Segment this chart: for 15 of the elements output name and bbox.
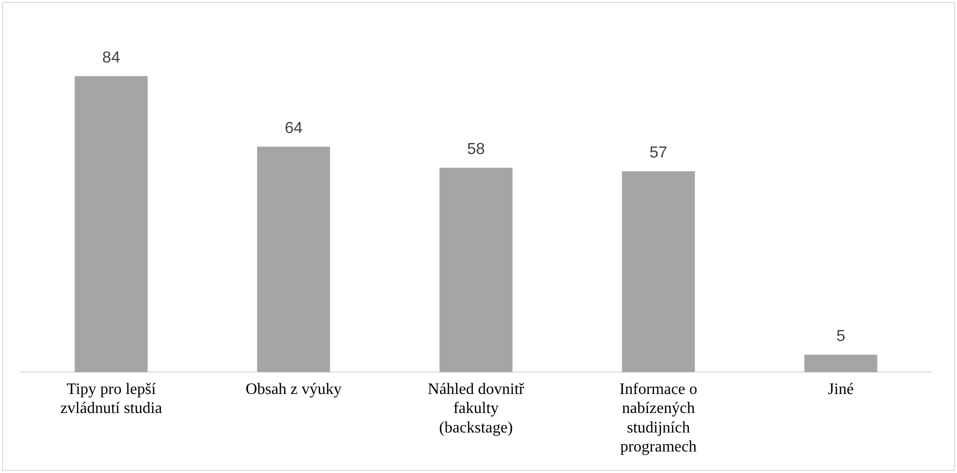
- data-label: 64: [284, 120, 303, 138]
- data-label: 5: [836, 328, 846, 345]
- bar: [74, 76, 148, 372]
- data-label: 57: [650, 144, 668, 162]
- data-label: 58: [467, 141, 485, 158]
- x-tick-label: Tipy pro lepší zvládnutí studia: [60, 381, 162, 418]
- bar: [804, 354, 878, 372]
- data-label: 84: [102, 50, 120, 67]
- x-tick-label: Obsah z výuky: [246, 381, 342, 398]
- bar: [257, 146, 330, 372]
- bar: [440, 168, 512, 372]
- x-tick-label: Jiné: [828, 381, 854, 398]
- x-tick-label: Náhled dovnitř fakulty (backstage): [428, 381, 525, 436]
- x-tick-label: Informace o nabízených studijních programech: [620, 381, 698, 456]
- bar: [622, 171, 695, 372]
